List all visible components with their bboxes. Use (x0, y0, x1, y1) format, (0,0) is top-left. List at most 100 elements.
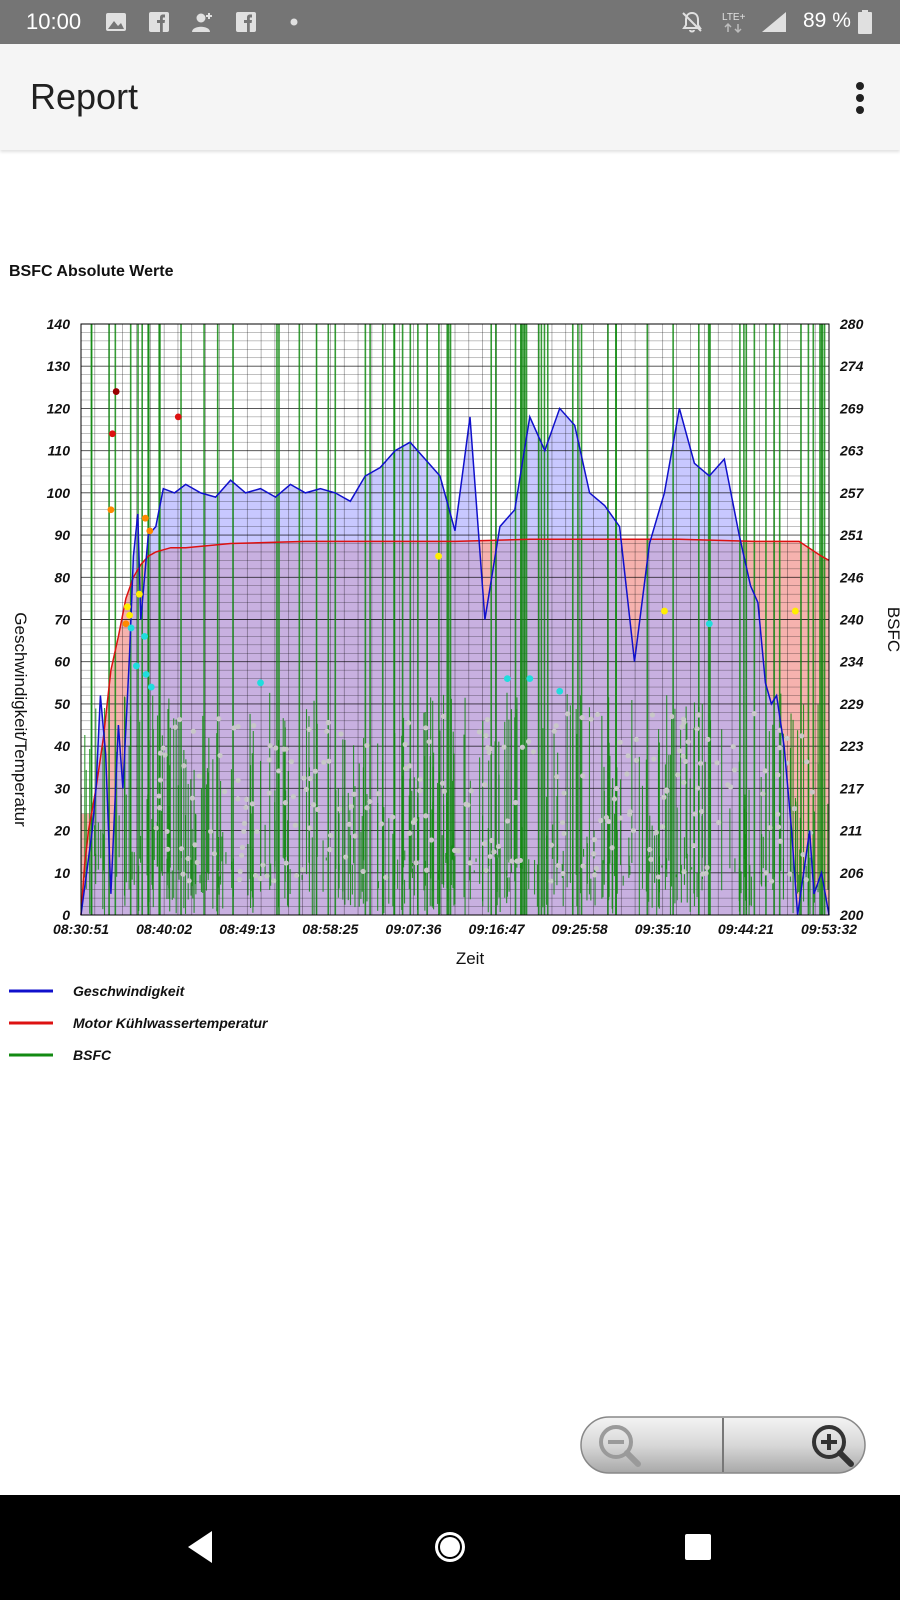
bsfc-marker (185, 855, 191, 862)
bsfc-marker (580, 773, 586, 779)
bsfc-marker (306, 825, 313, 831)
bsfc-marker (336, 806, 342, 812)
dot-icon (290, 18, 298, 26)
cell-signal-icon (762, 12, 786, 32)
bsfc-marker (164, 828, 170, 835)
bsfc-marker (407, 763, 413, 769)
bsfc-marker (243, 804, 249, 811)
bsfc-marker (698, 808, 705, 815)
bsfc-marker (680, 753, 686, 759)
point-yellow (126, 611, 134, 619)
bsfc-marker (561, 790, 567, 796)
bsfc-marker (423, 725, 429, 731)
bsfc-marker (351, 791, 357, 797)
back-icon[interactable] (170, 1517, 230, 1577)
bsfc-marker (512, 799, 519, 806)
y-tick-left-label: 70 (54, 612, 70, 628)
bsfc-marker (157, 750, 164, 756)
add-person-icon (192, 13, 212, 32)
bsfc-marker (451, 847, 458, 853)
bsfc-marker (487, 853, 493, 860)
chart-title: BSFC Absolute Werte (9, 263, 174, 280)
y-tick-right-label: 246 (839, 569, 864, 585)
y-tick-left-label: 10 (54, 865, 70, 881)
status-bar: 10:00 LTE+ 89 % (0, 0, 900, 44)
bsfc-marker (804, 759, 810, 765)
recents-icon[interactable] (668, 1517, 728, 1577)
bsfc-marker (763, 870, 769, 876)
bsfc-marker (651, 756, 657, 762)
y-tick-left-label: 90 (54, 527, 70, 543)
y-tick-left-label: 100 (47, 485, 71, 501)
bsfc-marker (617, 815, 624, 821)
bsfc-marker (751, 711, 757, 717)
bsfc-marker (483, 733, 489, 739)
y-tick-left-label: 120 (47, 400, 71, 416)
battery-icon (858, 10, 872, 34)
bsfc-marker (675, 772, 681, 778)
y-tick-right-label: 223 (839, 738, 864, 754)
y-axis-title: Geschwindigkeit/Temperatur (11, 612, 30, 827)
bsfc-marker (157, 777, 164, 783)
bsfc-marker (375, 791, 381, 797)
x-tick-label: 09:16:47 (469, 921, 526, 937)
bsfc-marker (551, 728, 557, 734)
zoom-controls-bg (580, 1416, 866, 1474)
bsfc-marker (196, 773, 202, 779)
legend-label: Geschwindigkeit (73, 983, 186, 999)
zoom-out-icon[interactable] (580, 1416, 723, 1474)
home-icon[interactable] (420, 1517, 480, 1577)
bsfc-marker (283, 860, 289, 866)
bsfc-marker (767, 825, 773, 831)
bsfc-marker (491, 849, 497, 855)
point-yellow (661, 607, 668, 615)
y-tick-right-label: 257 (839, 485, 865, 501)
bsfc-marker (423, 813, 429, 819)
bsfc-marker (282, 800, 288, 806)
bsfc-marker (267, 743, 273, 749)
bsfc-marker (301, 775, 307, 781)
bsfc-marker (192, 842, 198, 848)
more-vert-icon[interactable] (844, 78, 876, 118)
bsfc-marker (606, 818, 612, 825)
bsfc-marker (504, 818, 511, 824)
point-dark-red (112, 388, 120, 395)
bsfc-marker (495, 843, 502, 849)
bsfc-marker (441, 788, 447, 794)
bsfc-marker (208, 828, 214, 835)
bsfc-marker (307, 775, 313, 782)
y-tick-right-label: 280 (839, 316, 864, 332)
x-tick-label: 09:25:58 (552, 921, 608, 937)
bsfc-marker (787, 871, 793, 877)
bsfc-marker (483, 867, 489, 873)
bsfc-marker (293, 872, 300, 879)
y-tick-right-label: 200 (839, 907, 864, 923)
y-tick-left-label: 40 (53, 738, 70, 754)
point-cyan (141, 632, 148, 640)
bsfc-marker (760, 791, 766, 797)
point-cyan (705, 620, 713, 628)
zoom-in-icon[interactable] (723, 1416, 866, 1474)
x-tick-label: 09:35:10 (635, 921, 691, 937)
bsfc-marker (553, 723, 559, 729)
bsfc-marker (162, 752, 168, 758)
bsfc-marker (703, 870, 709, 876)
bsfc-marker (659, 824, 666, 830)
legend-label: Motor Kühlwassertemperatur (73, 1015, 269, 1031)
bsfc-marker (327, 847, 333, 853)
bsfc-marker (800, 851, 806, 858)
bsfc-marker (625, 753, 631, 759)
bsfc-marker (647, 846, 653, 853)
bsfc-marker (276, 768, 282, 774)
bsfc-marker (190, 728, 196, 734)
bsfc-marker (383, 874, 389, 881)
y-tick-right-label: 274 (839, 358, 864, 374)
bsfc-marker (624, 771, 630, 777)
bsfc-marker (407, 830, 413, 836)
chart-svg: BSFC Absolute Werte 0 10 20 30 40 50 60 70 80 90 1… (9, 263, 900, 1063)
bsfc-marker (306, 726, 312, 732)
x-tick-label: 08:58:25 (302, 921, 358, 937)
bsfc-marker (692, 811, 698, 817)
bsfc-marker (661, 794, 667, 800)
bsfc-marker (328, 832, 334, 839)
